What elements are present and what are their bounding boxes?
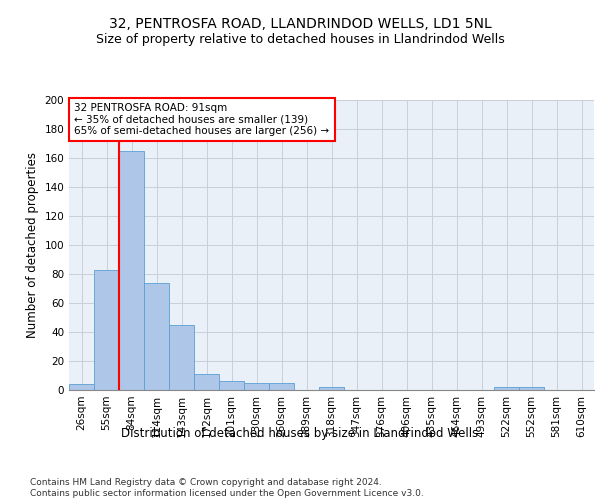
Bar (219, 382, 244, 390)
Bar (494, 387, 519, 390)
Bar (519, 387, 544, 390)
Bar (94, 270, 119, 390)
Bar (269, 383, 294, 390)
Text: 32 PENTROSFA ROAD: 91sqm
← 35% of detached houses are smaller (139)
65% of semi-: 32 PENTROSFA ROAD: 91sqm ← 35% of detach… (74, 103, 329, 136)
Text: Distribution of detached houses by size in Llandrindod Wells: Distribution of detached houses by size … (121, 428, 479, 440)
Bar (319, 387, 344, 390)
Bar (119, 151, 144, 390)
Bar (169, 325, 194, 390)
Text: Size of property relative to detached houses in Llandrindod Wells: Size of property relative to detached ho… (95, 32, 505, 46)
Bar (194, 374, 219, 390)
Text: Contains HM Land Registry data © Crown copyright and database right 2024.
Contai: Contains HM Land Registry data © Crown c… (30, 478, 424, 498)
Bar (144, 282, 169, 390)
Bar (244, 383, 269, 390)
Text: 32, PENTROSFA ROAD, LLANDRINDOD WELLS, LD1 5NL: 32, PENTROSFA ROAD, LLANDRINDOD WELLS, L… (109, 18, 491, 32)
Bar (69, 384, 94, 390)
Y-axis label: Number of detached properties: Number of detached properties (26, 152, 39, 338)
